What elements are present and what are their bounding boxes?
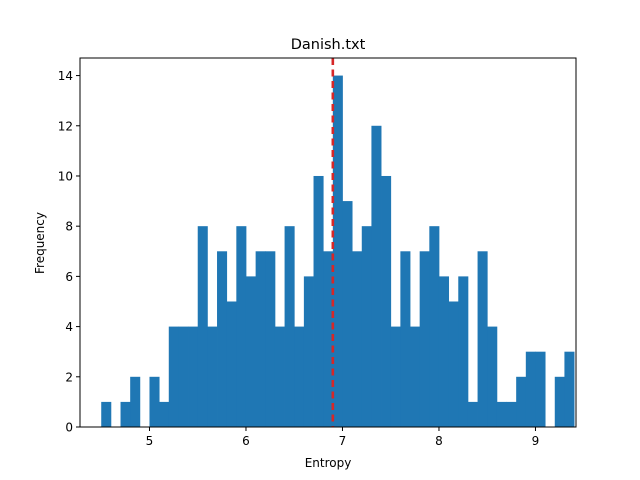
histogram-bar: [245, 276, 257, 427]
histogram-bar: [438, 276, 450, 427]
histogram-bar: [188, 326, 199, 427]
histogram-bar: [410, 326, 421, 427]
x-tick-label: 9: [532, 434, 540, 448]
histogram-bar: [197, 226, 208, 427]
histogram-bar: [313, 175, 324, 427]
histogram-bar: [323, 251, 334, 427]
y-tick-label: 8: [65, 220, 73, 234]
histogram-bar: [525, 351, 536, 427]
histogram-bar: [564, 351, 575, 427]
histogram-bar: [381, 175, 392, 427]
histogram-bar: [207, 326, 218, 427]
histogram-bars: [101, 75, 575, 427]
y-tick-label: 0: [65, 421, 73, 435]
histogram-bar: [361, 226, 372, 427]
histogram-bar: [217, 251, 228, 427]
y-tick-label: 12: [58, 119, 73, 133]
histogram-bar: [236, 226, 247, 427]
histogram-bar: [303, 276, 314, 427]
chart-title: Danish.txt: [291, 37, 366, 53]
histogram-bar: [255, 251, 266, 427]
histogram-bar: [226, 301, 237, 427]
y-tick-label: 2: [65, 370, 73, 384]
histogram-bar: [458, 276, 469, 427]
histogram-bar: [149, 376, 160, 427]
x-axis-label: Entropy: [305, 456, 352, 470]
histogram-bar: [535, 351, 546, 427]
histogram-bar: [554, 376, 565, 427]
x-tick-label: 8: [435, 434, 443, 448]
histogram-bar: [284, 226, 295, 427]
histogram-bar: [448, 301, 459, 427]
histogram-bar: [516, 376, 527, 427]
plot-frame: [79, 57, 577, 428]
histogram-bar: [168, 326, 179, 427]
x-tick-label: 5: [146, 434, 154, 448]
y-tick-label: 10: [58, 169, 73, 183]
histogram-bar: [274, 326, 285, 427]
histogram-bar: [101, 401, 112, 427]
y-tick-label: 6: [65, 270, 73, 284]
histogram-bar: [487, 326, 498, 427]
x-axis-ticks: 5 6 7 8 9: [146, 427, 540, 448]
y-axis-ticks: 0 2 4 6 8 10 12 14: [58, 69, 80, 435]
histogram-bar: [332, 75, 343, 427]
histogram-bar: [352, 251, 363, 427]
y-tick-label: 14: [58, 69, 73, 83]
histogram-bar: [294, 326, 305, 427]
histogram-bar: [506, 401, 517, 427]
histogram-bar: [130, 376, 141, 427]
histogram-bar: [390, 326, 401, 427]
histogram-bar: [467, 401, 478, 427]
x-tick-label: 6: [242, 434, 250, 448]
histogram-bar: [265, 251, 276, 427]
y-axis-label: Frequency: [33, 212, 47, 274]
histogram-bar: [400, 251, 411, 427]
y-tick-label: 4: [65, 320, 73, 334]
histogram-bar: [342, 201, 353, 427]
histogram-bar: [429, 226, 440, 427]
histogram-bar: [159, 401, 170, 427]
histogram-bar: [496, 401, 507, 427]
histogram-bar: [477, 251, 488, 427]
histogram-bar: [120, 401, 131, 427]
histogram-bar: [419, 251, 430, 427]
x-tick-label: 7: [339, 434, 347, 448]
histogram-bar: [178, 326, 189, 427]
axes: [79, 57, 577, 428]
histogram-bar: [371, 125, 382, 427]
